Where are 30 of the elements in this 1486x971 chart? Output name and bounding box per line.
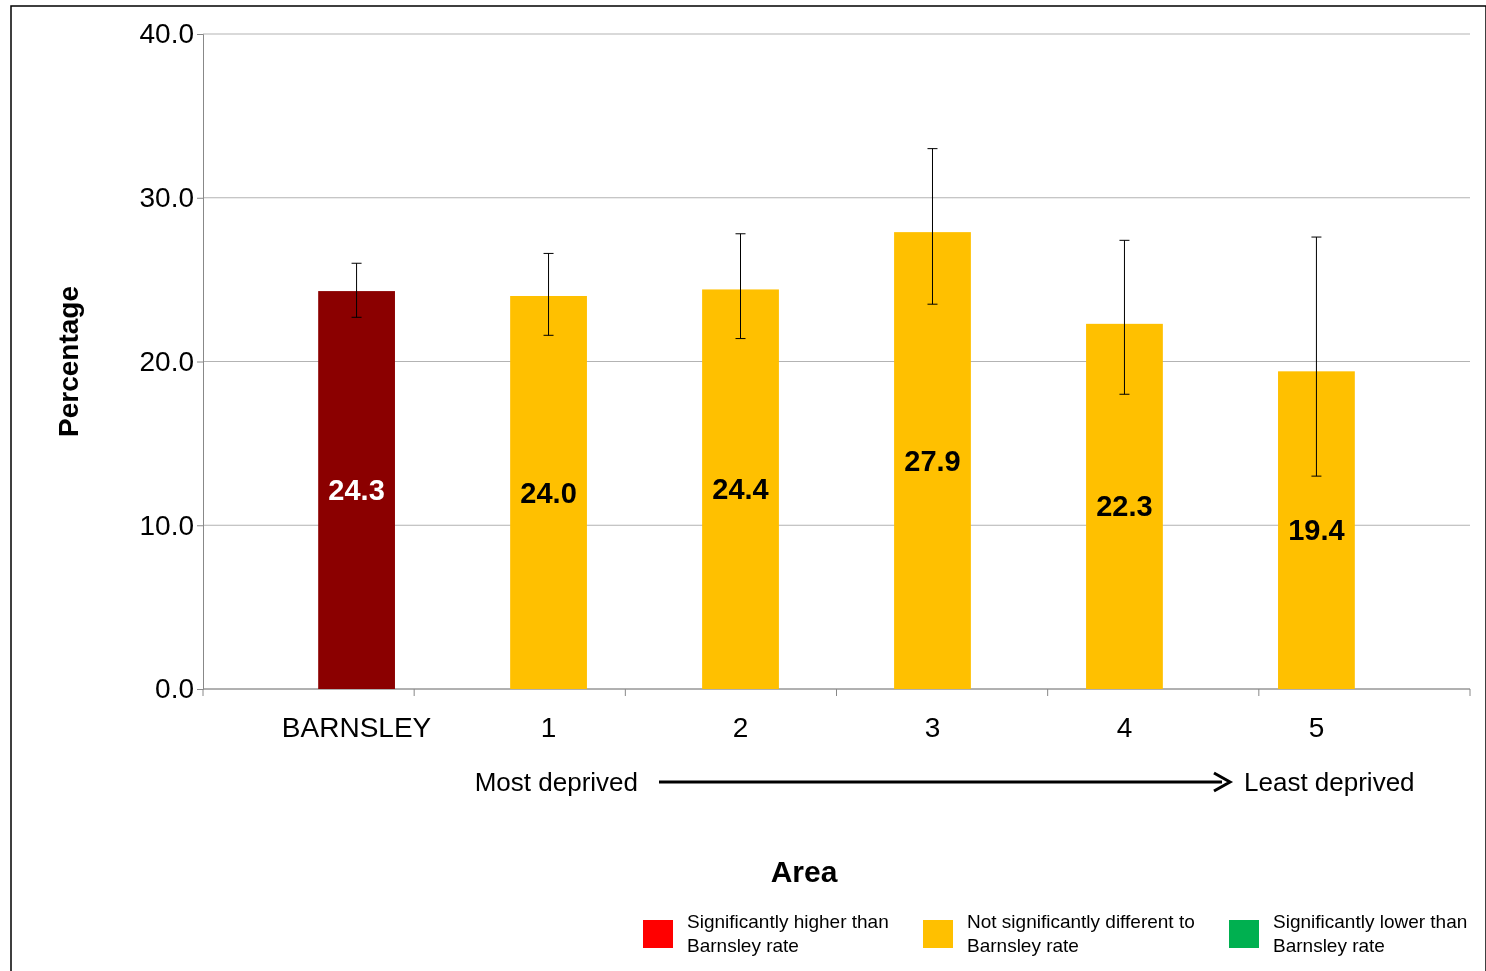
- data-label: 24.4: [712, 473, 769, 506]
- data-label: 27.9: [904, 444, 961, 477]
- y-tick-label: 30.0: [139, 182, 194, 214]
- bar: [1278, 371, 1355, 689]
- bar: [318, 291, 395, 689]
- bar: [510, 296, 587, 689]
- data-label: 24.3: [328, 474, 385, 507]
- x-tick-label: 2: [732, 712, 749, 743]
- y-tick-label: 10.0: [139, 509, 194, 541]
- x-tick-label: BARNSLEY: [281, 712, 432, 743]
- text: Most deprived: [474, 767, 638, 797]
- data-label: 19.4: [1288, 514, 1345, 547]
- x-tick-label: 5: [1308, 712, 1325, 743]
- legend-label: Not significantly different to Barnsley rate: [967, 911, 1195, 956]
- data-label: 24.0: [520, 476, 577, 509]
- legend-label: Significantly lower than Barnsley rate: [1273, 911, 1468, 956]
- text: Least deprived: [1244, 767, 1415, 797]
- y-tick-label: 0.0: [155, 673, 194, 705]
- y-axis-title: Percentage: [53, 286, 84, 437]
- x-axis-title: Area: [770, 855, 838, 888]
- bar: [894, 232, 971, 689]
- y-tick-label: 40.0: [139, 18, 194, 50]
- x-tick-label: 1: [540, 712, 557, 743]
- data-label: 22.3: [1096, 490, 1153, 523]
- legend-label: Significantly higher than Barnsley rate: [687, 911, 889, 956]
- bar: [1086, 323, 1163, 689]
- x-tick-label: 4: [1116, 712, 1133, 743]
- y-tick-label: 20.0: [139, 345, 194, 377]
- x-tick-label: 3: [924, 712, 941, 743]
- bar: [702, 289, 779, 689]
